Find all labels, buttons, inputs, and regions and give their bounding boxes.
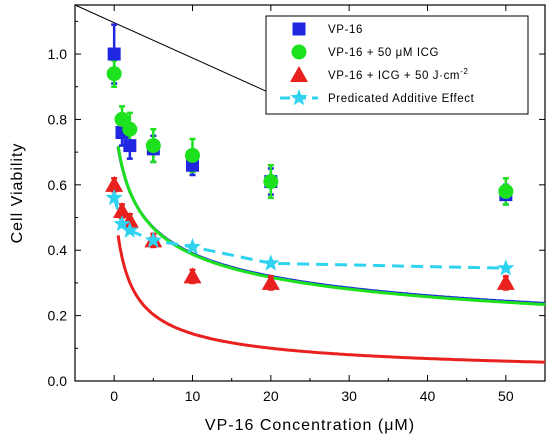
data-point <box>144 231 162 248</box>
x-tick-label: 50 <box>498 388 514 404</box>
data-point <box>262 254 280 271</box>
y-tick-label: 0.4 <box>48 242 68 258</box>
data-point <box>183 237 202 255</box>
y-tick-label: 0.8 <box>48 111 68 127</box>
legend-box <box>265 15 529 115</box>
x-tick-label: 20 <box>263 388 279 404</box>
data-point <box>496 273 515 290</box>
dashed-line <box>112 197 506 270</box>
fit-curve <box>116 146 546 305</box>
legend-label-text: VP-16 + ICG + 50 J·cm <box>328 70 460 82</box>
data-point <box>123 139 137 153</box>
legend-label: VP-16 + 50 μM ICG <box>328 47 439 59</box>
data-point <box>121 221 139 238</box>
data-point <box>497 259 515 276</box>
y-tick-label: 0.0 <box>48 373 68 389</box>
data-point <box>261 273 280 290</box>
y-axis-title: Cell Viability <box>9 143 26 244</box>
fit-curves <box>112 145 546 364</box>
legend-label: VP-16 <box>328 24 363 36</box>
legend-label: Predicated Additive Effect <box>328 93 475 105</box>
legend-label: VP-16 + ICG + 50 J·cm-2 <box>328 67 468 82</box>
y-tick-label: 0.6 <box>48 177 68 193</box>
legend-marker <box>290 66 308 82</box>
legend-marker <box>290 89 308 106</box>
data-point <box>145 138 161 154</box>
data-point <box>105 175 124 192</box>
data-point <box>113 201 131 218</box>
legend-marker <box>292 22 306 36</box>
data-point <box>185 147 200 163</box>
data-point <box>122 121 138 137</box>
legend-label-text: VP-16 <box>328 24 363 36</box>
axes: 0 10 20 30 40 50 0.0 0.2 0.4 0.6 0.8 1.0 VP-16 Conce… <box>9 4 546 434</box>
legend: VP-16 VP-16 + 50 μM ICG VP-16 + ICG + 50 J… <box>265 15 529 115</box>
legend-label-text: VP-16 + 50 μM ICG <box>328 47 439 59</box>
data-point <box>498 183 514 199</box>
x-tick-label: 0 <box>110 388 118 404</box>
legend-label-superscript: -2 <box>460 67 468 76</box>
legend-marker <box>291 44 307 60</box>
annotation-line <box>74 4 272 94</box>
data-point <box>113 215 131 232</box>
fit-curve <box>116 235 546 364</box>
x-tick-label: 30 <box>341 388 357 404</box>
data-point <box>263 174 279 190</box>
data-markers <box>105 47 515 290</box>
fit-curve <box>116 145 546 306</box>
data-point <box>106 66 122 82</box>
y-tick-label: 0.2 <box>48 308 68 324</box>
x-tick-label: 40 <box>420 388 436 404</box>
legend-label-text: Predicated Additive Effect <box>328 93 475 105</box>
data-point <box>105 188 123 206</box>
y-tick-label: 1.0 <box>48 46 68 62</box>
x-tick-label: 10 <box>185 388 201 404</box>
data-point <box>107 47 121 61</box>
x-axis-title: VP-16 Concentration (μM) <box>205 417 415 434</box>
data-point <box>183 267 202 284</box>
